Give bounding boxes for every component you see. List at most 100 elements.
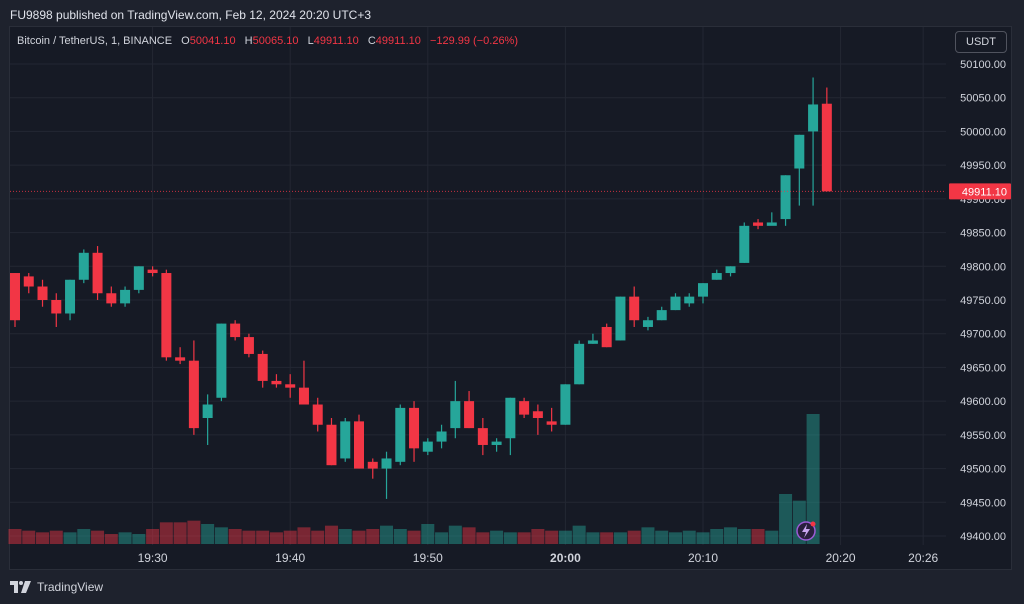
- candle[interactable]: [450, 380, 461, 439]
- candle[interactable]: [587, 333, 598, 344]
- candle-body: [340, 421, 351, 459]
- volume-bar: [737, 529, 751, 544]
- symbol-name: Bitcoin / TetherUS, 1, BINANCE: [17, 35, 173, 47]
- candle-body: [711, 273, 722, 280]
- volume-bar: [8, 529, 22, 544]
- volume-bar: [214, 527, 228, 544]
- candle[interactable]: [491, 438, 502, 452]
- candle[interactable]: [37, 279, 48, 307]
- candle[interactable]: [147, 266, 158, 277]
- candle[interactable]: [188, 340, 199, 435]
- candle[interactable]: [477, 418, 488, 456]
- volume-bar: [187, 520, 201, 544]
- price-tick-label: 50000.00: [960, 126, 1006, 138]
- volume-bar: [242, 530, 256, 544]
- candle[interactable]: [656, 306, 667, 321]
- candle[interactable]: [670, 293, 681, 311]
- candle[interactable]: [202, 394, 213, 445]
- currency-button[interactable]: USDT: [955, 31, 1007, 53]
- candle[interactable]: [133, 266, 144, 294]
- candle[interactable]: [546, 407, 557, 432]
- candle[interactable]: [65, 279, 76, 321]
- candle-body: [505, 397, 516, 439]
- candle-body: [133, 266, 144, 290]
- candle[interactable]: [574, 340, 585, 385]
- candle[interactable]: [409, 401, 420, 462]
- candle-body: [37, 286, 48, 300]
- candle[interactable]: [120, 286, 131, 307]
- candle[interactable]: [340, 418, 351, 462]
- candle[interactable]: [698, 283, 708, 304]
- candle[interactable]: [684, 293, 695, 307]
- candle[interactable]: [808, 77, 819, 206]
- close-value: 49911.10: [375, 35, 421, 47]
- footer-brand[interactable]: TradingView: [10, 580, 103, 594]
- candle[interactable]: [505, 397, 516, 456]
- candle[interactable]: [367, 458, 378, 479]
- candle[interactable]: [642, 316, 653, 331]
- candle[interactable]: [629, 286, 640, 327]
- candle[interactable]: [243, 333, 254, 358]
- volume-bar: [448, 525, 462, 544]
- candle-body: [532, 411, 543, 418]
- close-label: C: [367, 35, 376, 47]
- candle[interactable]: [794, 134, 805, 206]
- chart-pane[interactable]: [9, 26, 1012, 570]
- candle[interactable]: [780, 175, 791, 226]
- candle[interactable]: [532, 404, 543, 435]
- candle[interactable]: [601, 323, 612, 348]
- price-tick-label: 49750.00: [960, 295, 1006, 307]
- volume-bar: [545, 530, 559, 544]
- candle[interactable]: [464, 391, 475, 429]
- time-tick-label: 20:26: [908, 551, 938, 565]
- price-tick-label: 49600.00: [960, 396, 1006, 408]
- candle[interactable]: [519, 397, 530, 418]
- candle[interactable]: [725, 266, 736, 277]
- volume-bar: [36, 532, 50, 544]
- candle[interactable]: [298, 360, 309, 405]
- lightning-icon[interactable]: [796, 521, 816, 541]
- candle[interactable]: [753, 219, 764, 230]
- candle[interactable]: [326, 418, 337, 466]
- candle[interactable]: [354, 414, 364, 469]
- candle[interactable]: [92, 246, 103, 300]
- candle[interactable]: [271, 374, 282, 388]
- candle[interactable]: [51, 293, 62, 327]
- candle[interactable]: [436, 424, 447, 449]
- candle[interactable]: [422, 438, 433, 456]
- candle[interactable]: [766, 212, 777, 226]
- candle[interactable]: [10, 273, 20, 327]
- candle[interactable]: [285, 374, 296, 398]
- candle[interactable]: [175, 347, 186, 365]
- volume-bar: [352, 530, 366, 544]
- candle[interactable]: [711, 269, 722, 280]
- candle[interactable]: [560, 384, 571, 425]
- candle[interactable]: [216, 323, 227, 402]
- candle[interactable]: [395, 404, 406, 466]
- candle-body: [587, 340, 598, 344]
- candle[interactable]: [257, 350, 268, 388]
- volume-bar: [393, 529, 407, 544]
- candle[interactable]: [23, 273, 34, 294]
- candle[interactable]: [615, 296, 626, 341]
- candle[interactable]: [381, 451, 392, 499]
- volume-bar: [201, 524, 215, 544]
- candle-body: [808, 104, 819, 132]
- volume-bar: [228, 529, 242, 544]
- candle[interactable]: [78, 249, 89, 284]
- price-tick-label: 50100.00: [960, 59, 1006, 71]
- candle[interactable]: [106, 286, 117, 307]
- candle[interactable]: [821, 87, 832, 192]
- volume-bar: [779, 494, 793, 544]
- candle-body: [477, 428, 488, 445]
- volume-bar: [490, 530, 504, 544]
- candle[interactable]: [230, 320, 241, 341]
- candle[interactable]: [739, 222, 750, 263]
- time-tick-label: 19:40: [275, 551, 305, 565]
- candle-body: [615, 296, 626, 341]
- volume-bar: [558, 530, 572, 544]
- candle[interactable]: [312, 397, 323, 432]
- open-value: 50041.10: [189, 35, 236, 47]
- candle[interactable]: [161, 269, 172, 361]
